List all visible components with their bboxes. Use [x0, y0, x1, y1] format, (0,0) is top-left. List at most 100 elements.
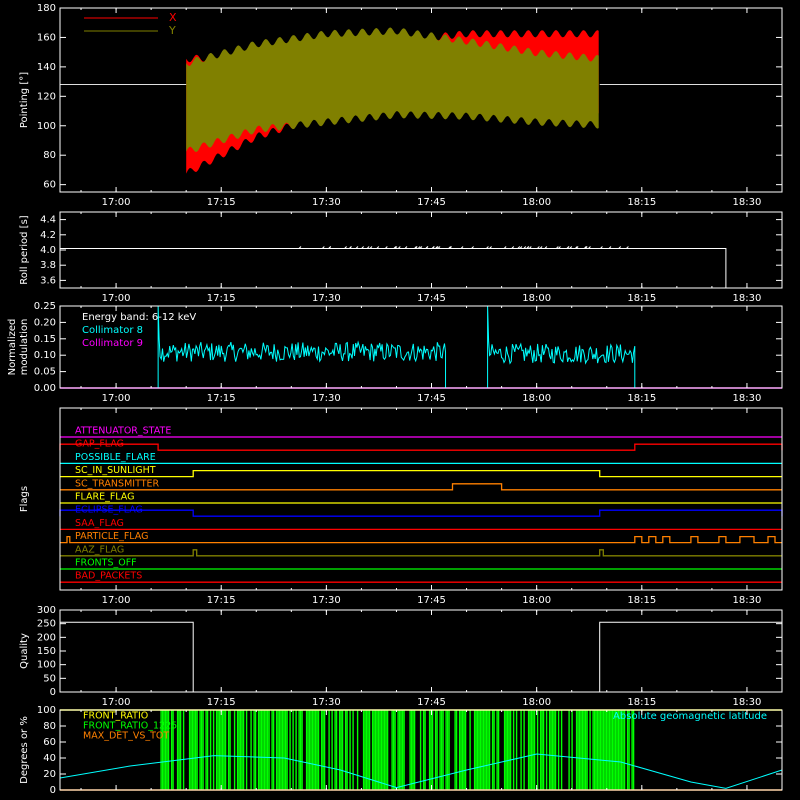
collimator-8-segment [157, 305, 447, 388]
roll-period-blip [511, 246, 515, 249]
pointing-series-y-band [186, 27, 599, 152]
roll-y-tick-label: 4.2 [40, 230, 56, 241]
time-tick-label: 18:15 [627, 697, 656, 708]
roll-period-blip [349, 246, 352, 249]
degrees-y-tick-label: 60 [43, 737, 56, 748]
flag-line-aaz-flag [60, 549, 782, 557]
roll-period-blip [526, 246, 530, 249]
pointing-y-tick-label: 180 [37, 3, 56, 14]
time-tick-label: 17:15 [207, 197, 236, 208]
time-tick-label: 17:30 [312, 197, 341, 208]
roll-period-blip [435, 246, 439, 249]
modulation-y-tick-label: 0.15 [34, 334, 56, 345]
flag-label-saa-flag: SAA_FLAG [75, 518, 124, 529]
roll-period-blip [366, 246, 370, 249]
time-tick-label: 17:30 [312, 697, 341, 708]
flag-line-gap-flag [59, 443, 783, 451]
time-tick-label: 17:30 [312, 393, 341, 404]
roll-period-blip [544, 246, 548, 249]
roll-period-blip [361, 246, 364, 249]
modulation-ylabel-line1: Normalized [7, 319, 18, 376]
roll-period-blip [588, 246, 591, 249]
modulation-frame [59, 305, 783, 389]
roll-period-blip [569, 246, 573, 249]
time-tick-label: 17:00 [102, 197, 131, 208]
time-tick-label: 18:00 [522, 393, 551, 404]
roll-period-blip [583, 246, 587, 249]
time-tick-label: 18:15 [627, 293, 656, 304]
roll-period-ylabel: Roll period [s] [19, 215, 30, 284]
roll-period-blip [425, 246, 429, 249]
roll-period-blip [417, 246, 421, 249]
roll-period-blip [517, 246, 521, 249]
flag-label-bad-packets: BAD_PACKETS [75, 571, 142, 582]
time-tick-label: 18:30 [733, 595, 762, 606]
time-tick-label: 18:00 [522, 197, 551, 208]
pointing-y-tick-label: 140 [37, 62, 56, 73]
flag-label-sc-transmitter: SC_TRANSMITTER [75, 478, 160, 489]
roll-period-blip [369, 246, 373, 249]
modulation-y-tick-label: 0.00 [34, 383, 56, 394]
flags-ylabel: Flags [19, 486, 30, 512]
roll-period-blip [393, 246, 397, 249]
flag-label-flare-flag: FLARE_FLAG [75, 492, 135, 503]
quality-y-tick-label: 300 [37, 605, 56, 616]
roll-period-blip [414, 246, 418, 249]
degrees-frame [59, 709, 783, 791]
time-tick-label: 17:45 [417, 197, 446, 208]
roll-period-blip [404, 246, 408, 249]
flag-line-particle-flag [60, 535, 782, 544]
quality-y-tick-label: 0 [50, 687, 56, 698]
roll-period-blip [414, 246, 417, 249]
roll-period-blip [419, 246, 423, 249]
roll-period-blip [608, 246, 612, 249]
roll-y-tick-label: 3.8 [40, 260, 56, 271]
roll-period-blip [376, 246, 380, 249]
roll-period-blip [503, 246, 507, 249]
flag-line-sc-in-sunlight [60, 469, 782, 478]
roll-period-blip [394, 246, 398, 249]
time-tick-label: 18:30 [733, 197, 762, 208]
degrees-y-tick-label: 80 [43, 721, 56, 732]
roll-period-blip [321, 246, 325, 249]
legend-label-x: X [169, 11, 177, 24]
degrees-y-tick-label: 0 [50, 785, 56, 796]
flag-label-eclipse-flag: ECLIPSE_FLAG [75, 505, 143, 516]
roll-period-line [60, 248, 727, 288]
roll-period-blip [448, 246, 451, 249]
time-tick-label: 17:00 [102, 697, 131, 708]
modulation-annotation-collimator-9: Collimator 9 [82, 338, 143, 349]
flag-line-sc-transmitter [60, 483, 782, 491]
geomagnetic-latitude-line [59, 753, 783, 789]
pointing-y-tick-label: 120 [37, 91, 56, 102]
roll-period-blip [519, 246, 523, 249]
quality-ylabel: Quality [19, 633, 30, 669]
time-tick-label: 17:45 [417, 393, 446, 404]
roll-period-blip [566, 246, 570, 249]
time-tick-label: 17:15 [207, 697, 236, 708]
degrees-y-tick-label: 100 [37, 705, 56, 716]
modulation-y-tick-label: 0.10 [34, 350, 56, 361]
time-tick-label: 18:00 [522, 293, 551, 304]
degrees-annotation-latitude: Absolute geomagnetic latitude [613, 711, 767, 722]
roll-period-blip [539, 246, 543, 249]
time-tick-label: 17:15 [207, 293, 236, 304]
roll-period-blip [384, 246, 388, 249]
pointing-y-tick-label: 160 [37, 32, 56, 43]
flag-label-attenuator-state: ATTENUATOR_STATE [75, 426, 171, 437]
time-tick-label: 17:45 [417, 697, 446, 708]
quality-y-tick-label: 250 [37, 619, 56, 630]
degrees-annotation-front-ratio: FRONT_RATIO [83, 711, 148, 722]
quality-y-tick-label: 150 [37, 646, 56, 657]
roll-period-blip [523, 246, 527, 249]
degrees-ylabel: Degrees or % [19, 716, 30, 784]
modulation-annotation-collimator-8: Collimator 8 [82, 325, 143, 336]
roll-period-blip [600, 246, 603, 249]
time-tick-label: 17:00 [102, 393, 131, 404]
time-tick-label: 18:30 [733, 697, 762, 708]
roll-period-blip [486, 246, 489, 249]
modulation-ylabel-line2: modulation [19, 319, 30, 376]
roll-period-blip [575, 246, 579, 249]
